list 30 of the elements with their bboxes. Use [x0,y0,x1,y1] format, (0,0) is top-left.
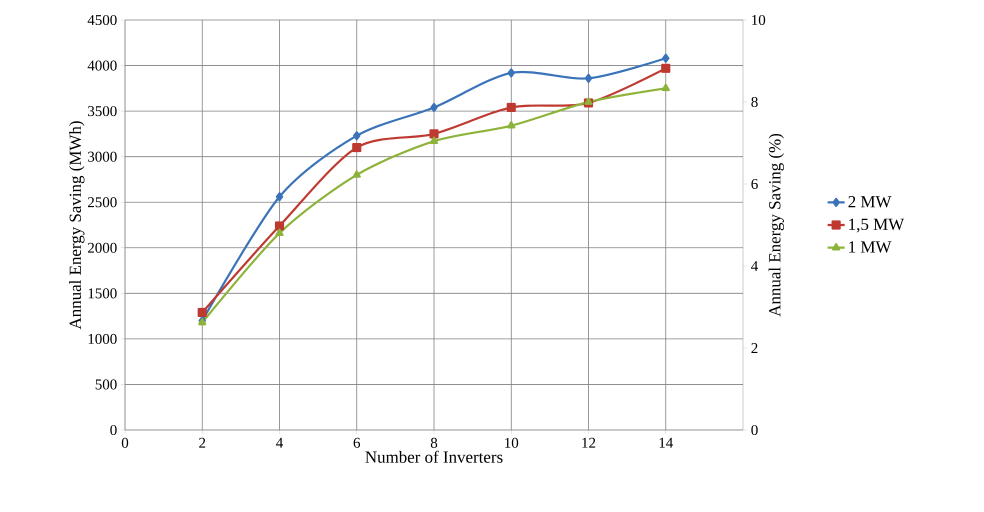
y2-tick-label: 8 [751,96,758,108]
x-tick-label: 14 [660,438,673,448]
x-tick-label: 6 [354,438,360,448]
y-tick-label: 4500 [88,14,117,26]
x-tick-label: 4 [276,438,283,448]
legend-label: 1,5 MW [849,218,904,232]
y-tick-label: 1000 [88,334,117,344]
y-tick-label: 2000 [88,242,117,253]
x-tick-label: 0 [122,438,128,448]
y-axis-title: Annual Energy Saving (MWh) [69,121,84,330]
x-tick-label: 12 [582,438,596,448]
y2-tick-label: 4 [751,261,758,271]
y-tick-label: 0 [110,424,117,436]
y-tick-label: 3000 [88,152,117,162]
y2-tick-label: 10 [752,14,766,26]
legend-label: 2 MW [848,196,892,208]
y-tick-label: 4000 [88,60,117,71]
y2-tick-label: 0 [751,424,758,436]
y-tick-label: 2500 [88,197,117,208]
x-tick-label: 10 [505,438,518,448]
y-tick-label: 3500 [88,106,117,116]
x-axis-title: Number of Inverters [365,450,503,463]
y-tick-label: 500 [96,379,117,390]
y2-tick-label: 6 [751,178,758,190]
legend-label: 1 MW [849,241,892,253]
y2-tick-label: 2 [751,343,758,353]
y-tick-label: 1500 [88,288,117,298]
x-tick-label: 8 [430,438,438,448]
x-tick-label: 2 [199,438,206,448]
y2-axis-title: Annual Energy Saving (%) [768,134,784,317]
